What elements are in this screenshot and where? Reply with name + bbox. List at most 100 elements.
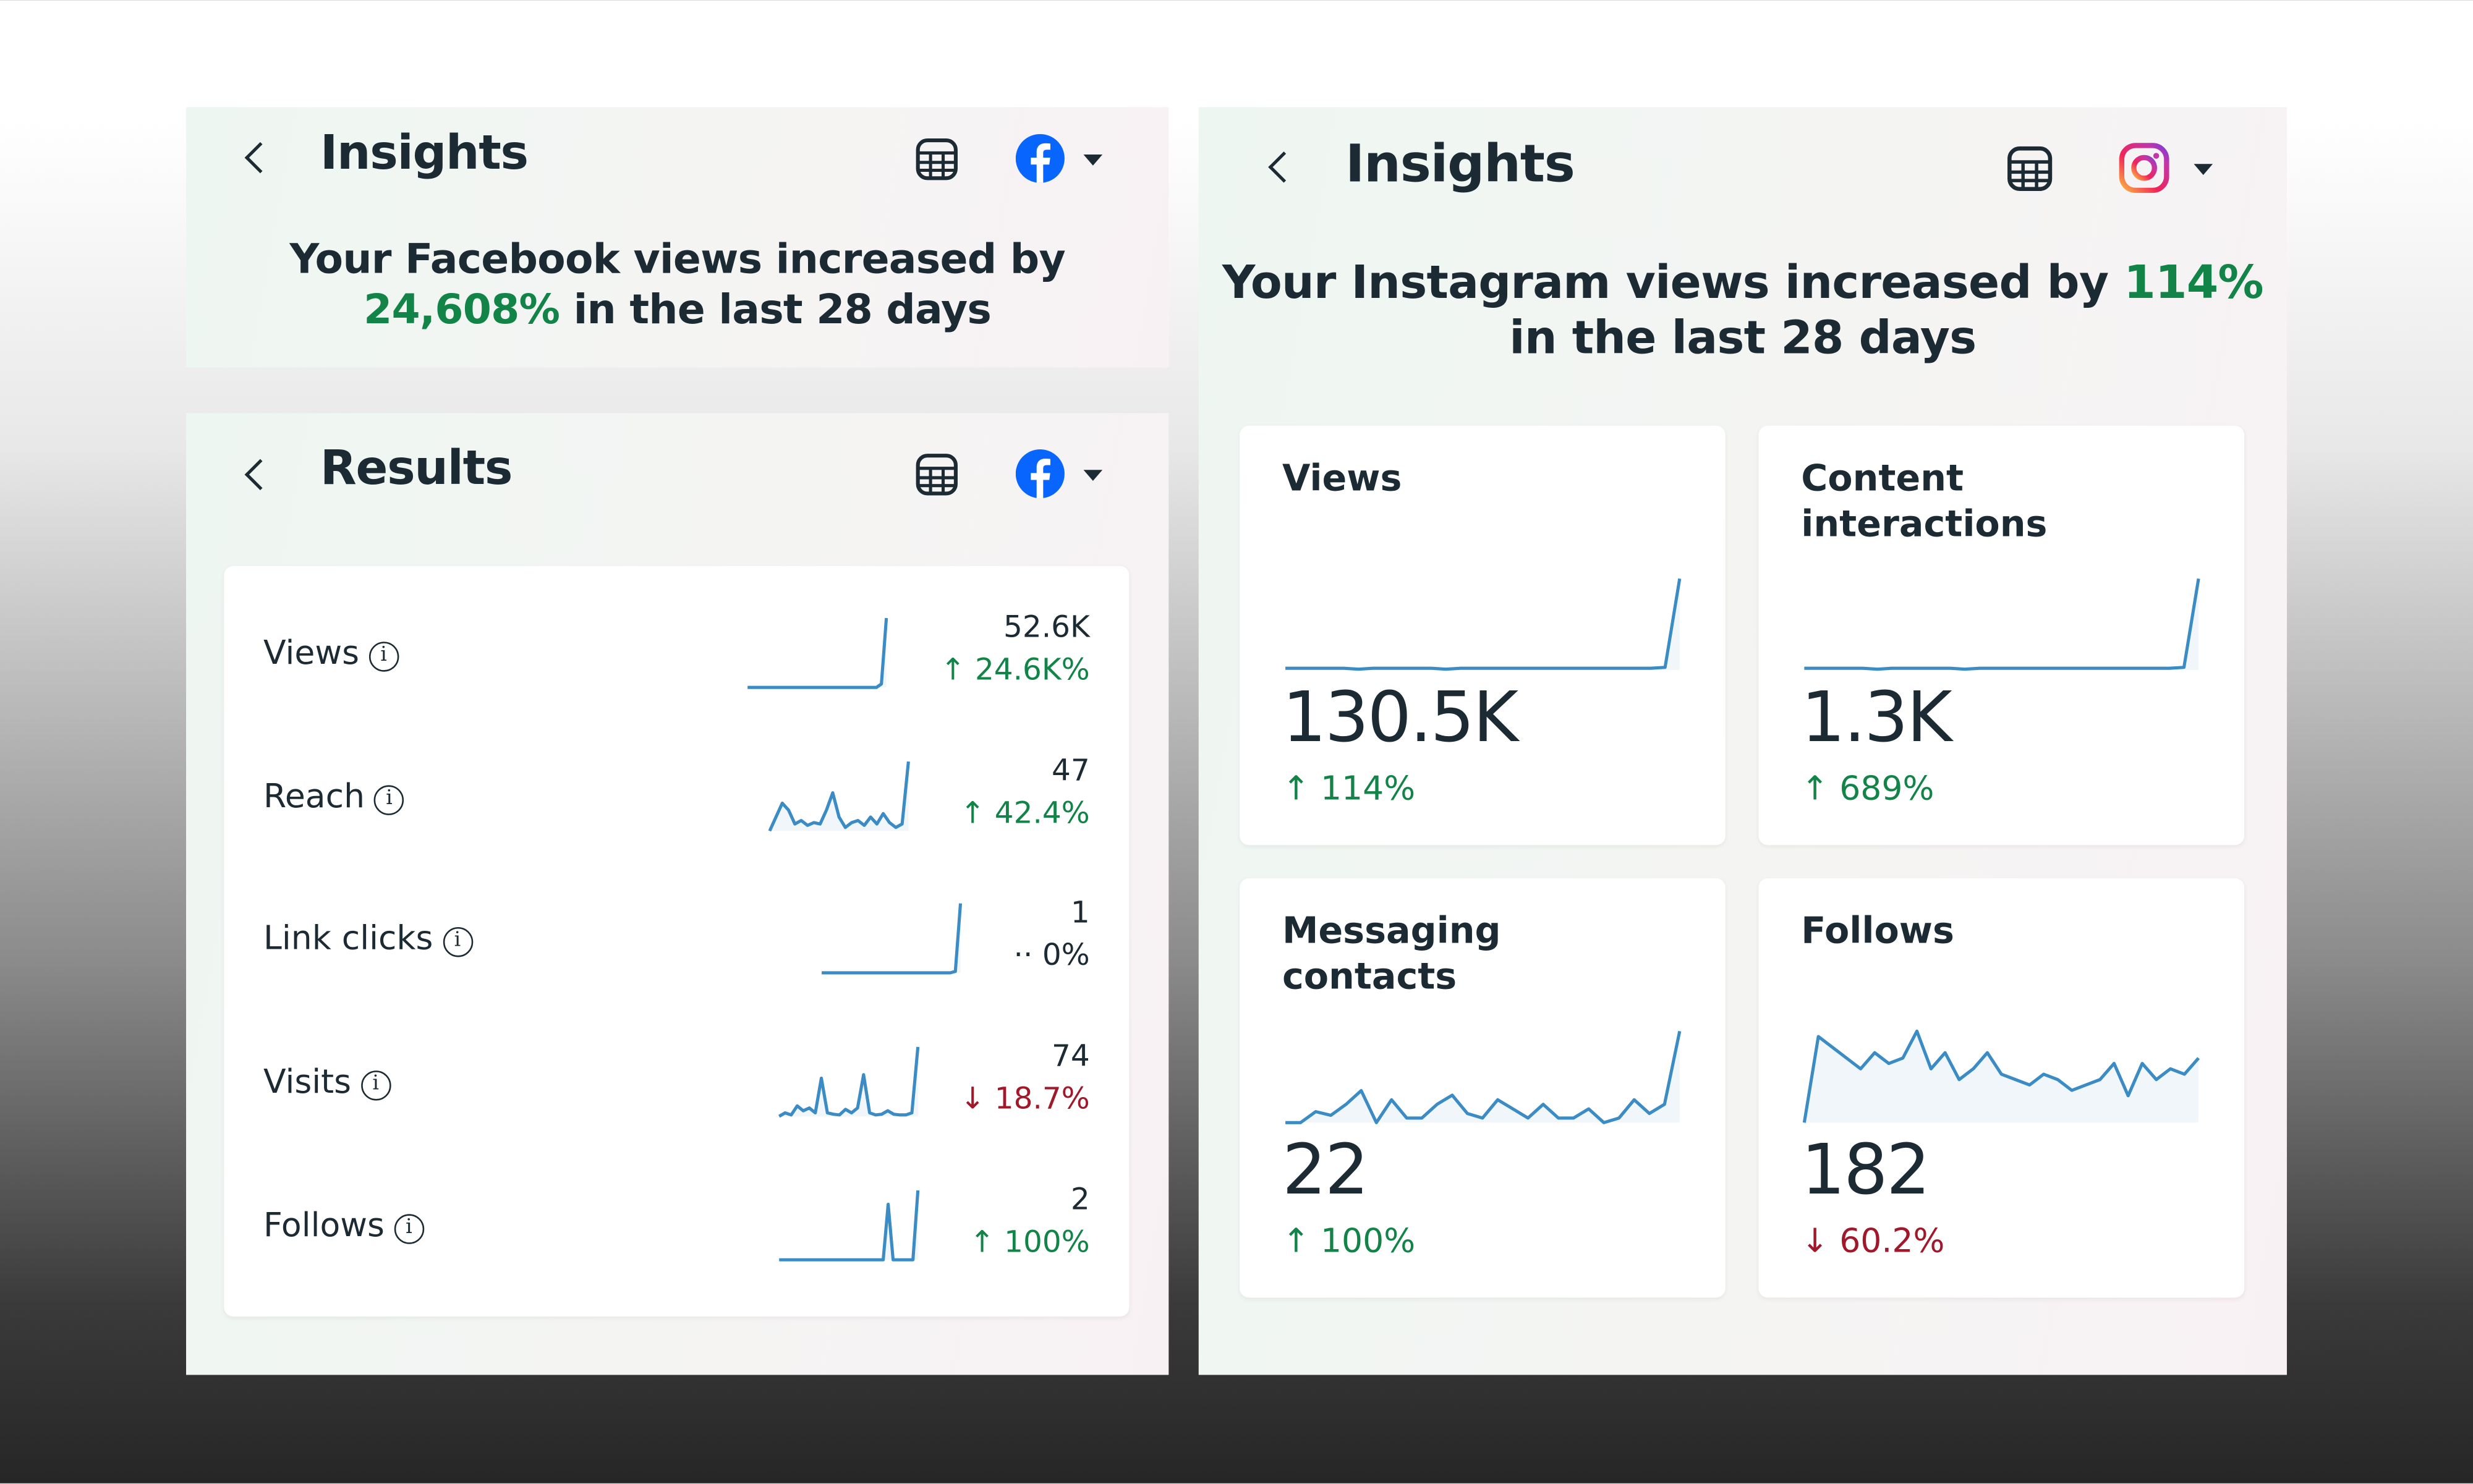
facebook-results-panel: Results Views i 52.6K ↑ 24.6K% Reach i 47 … [186, 413, 1169, 1375]
facebook-icon[interactable] [1015, 449, 1065, 499]
metric-change: ↓ 60.2% [1801, 1222, 1944, 1260]
metric-label: Visits [263, 1062, 352, 1101]
metric-value: 52.6K [1003, 610, 1090, 645]
metric-change: ↓ 18.7% [960, 1082, 1090, 1116]
metric-change: ↑ 689% [1801, 770, 1934, 807]
change-value: 24.6K% [974, 653, 1090, 688]
sparkline-line [1285, 578, 1682, 671]
headline-suffix: in the last 28 days [573, 286, 992, 334]
headline-value: 24,608% [364, 286, 560, 334]
sparkline [779, 1190, 920, 1261]
metric-value: 130.5K [1282, 677, 1518, 759]
metric-card-messaging-contacts[interactable]: Messaging contacts 22 ↑ 100% [1240, 878, 1726, 1298]
metric-title: Content interactions [1801, 459, 2048, 546]
sparkline-line [768, 761, 910, 832]
headline-text: Your Facebook views increased by [289, 236, 1065, 284]
arrow-up-icon: ↑ [940, 653, 966, 688]
account-dropdown-caret-icon[interactable] [1083, 154, 1103, 166]
metric-change: ↑ 100% [1282, 1222, 1415, 1260]
back-chevron-icon[interactable] [244, 459, 276, 491]
metric-label: Link clicks [263, 919, 433, 957]
info-icon[interactable]: i [368, 642, 399, 672]
instagram-icon[interactable] [2116, 140, 2171, 195]
sparkline [778, 1046, 920, 1118]
sparkline [1804, 578, 2200, 671]
sparkline [768, 761, 910, 832]
metric-card-content-interactions[interactable]: Content interactions 1.3K ↑ 689% [1758, 425, 2245, 846]
sparkline [822, 903, 963, 975]
sparkline [1802, 1029, 2200, 1123]
sparkline-line [1802, 1029, 2200, 1123]
sparkline-area [769, 761, 909, 831]
headline-text: Your Instagram views increased by [1222, 255, 2109, 309]
sparkline-area [1804, 579, 2199, 671]
page-title: Insights [320, 126, 529, 182]
metric-row-visits[interactable]: Visits i 74 ↓ 18.7% [224, 1015, 1129, 1158]
sparkline-line [1285, 1030, 1682, 1124]
info-icon[interactable]: i [360, 1071, 391, 1101]
metric-label: Follows [263, 1206, 385, 1244]
arrow-up-icon: ↑ [1282, 1222, 1310, 1260]
metric-card-views[interactable]: Views 130.5K ↑ 114% [1240, 425, 1726, 846]
facebook-icon[interactable] [1015, 134, 1065, 183]
metric-card-follows[interactable]: Follows 182 ↓ 60.2% [1758, 878, 2245, 1298]
metric-title: Messaging contacts [1282, 911, 1501, 998]
sparkline [1285, 1030, 1682, 1124]
sparkline [1285, 578, 1682, 671]
back-chevron-icon[interactable] [1268, 151, 1300, 183]
metric-value: 182 [1801, 1130, 1930, 1211]
arrow-up-icon: ↑ [969, 1225, 995, 1260]
instagram-insights-panel: Insights Your Instagram views increased … [1198, 107, 2287, 1375]
sparkline-area [1804, 1031, 2199, 1123]
arrow-up-icon: ↑ [960, 796, 985, 831]
metric-label: Views [263, 634, 360, 672]
sparkline-line [778, 1046, 920, 1118]
metric-row-link-clicks[interactable]: Link clicks i 1 ·· 0% [224, 872, 1129, 1014]
views-headline: Your Instagram views increased by 114% i… [1199, 255, 2287, 367]
sparkline-line [779, 1190, 920, 1261]
arrow-up-icon: ↑ [1801, 769, 1829, 808]
results-card: Views i 52.6K ↑ 24.6K% Reach i 47 ↑ 42.4% … [224, 566, 1130, 1317]
metric-change: ↑ 24.6K% [940, 653, 1090, 687]
sparkline-area [822, 903, 961, 973]
info-icon[interactable]: i [394, 1214, 424, 1244]
metric-row-views[interactable]: Views i 52.6K ↑ 24.6K% [224, 587, 1129, 729]
change-value: 0% [1042, 938, 1090, 973]
metric-row-reach[interactable]: Reach i 47 ↑ 42.4% [224, 730, 1129, 872]
sparkline-area [1285, 579, 1680, 671]
sparkline-area [779, 1046, 918, 1117]
metric-title: Follows [1801, 911, 1954, 952]
change-value: 114% [1320, 769, 1416, 808]
views-headline: Your Facebook views increased by 24,608%… [186, 237, 1168, 337]
metric-row-follows[interactable]: Follows i 2 ↑ 100% [224, 1159, 1129, 1301]
arrow-up-icon: ↑ [1282, 769, 1310, 808]
metric-change: ↑ 114% [1282, 770, 1415, 807]
info-icon[interactable]: i [442, 926, 473, 957]
change-value: 42.4% [994, 796, 1090, 831]
metric-change: ↑ 42.4% [960, 796, 1090, 831]
sparkline-line [1804, 578, 2200, 671]
arrow-down-icon: ↓ [1801, 1222, 1829, 1260]
sparkline-area [747, 617, 887, 688]
no-change-icon: ·· [1013, 938, 1033, 973]
change-value: 689% [1839, 769, 1935, 808]
account-dropdown-caret-icon[interactable] [1083, 470, 1103, 481]
table-icon[interactable] [915, 137, 959, 181]
back-chevron-icon[interactable] [244, 142, 276, 174]
arrow-down-icon: ↓ [960, 1081, 985, 1117]
info-icon[interactable]: i [374, 785, 404, 815]
sparkline [747, 617, 888, 689]
metric-value: 74 [1052, 1039, 1090, 1074]
headline-value: 114% [2124, 255, 2263, 309]
page-title: Insights [1345, 132, 1575, 194]
table-icon[interactable] [2006, 145, 2054, 193]
table-icon[interactable] [915, 452, 959, 496]
account-dropdown-caret-icon[interactable] [2194, 164, 2213, 176]
facebook-insights-panel: Insights Your Facebook views increased b… [186, 107, 1169, 368]
metric-value: 1.3K [1801, 677, 1952, 759]
sparkline-line [747, 617, 888, 689]
sparkline-line [822, 903, 963, 975]
metric-value: 22 [1282, 1130, 1369, 1211]
change-value: 100% [1004, 1225, 1090, 1260]
change-value: 18.7% [994, 1081, 1090, 1117]
